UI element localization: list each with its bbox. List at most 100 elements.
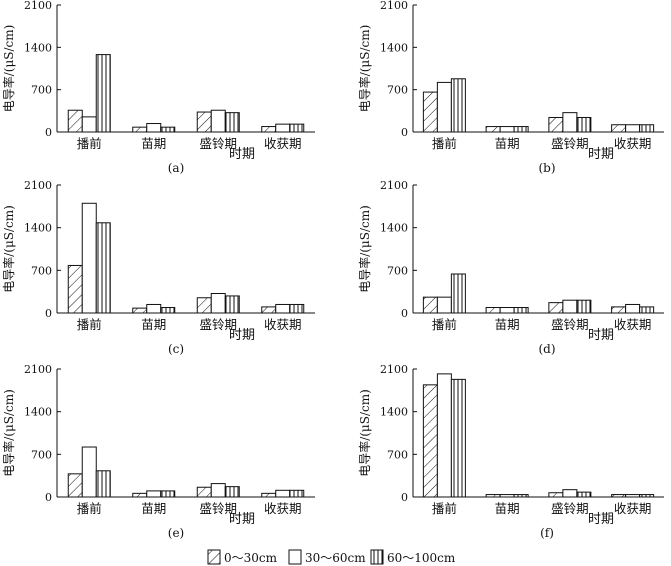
bar	[611, 494, 627, 498]
bar	[436, 373, 452, 498]
bar	[639, 494, 655, 498]
bar	[513, 494, 529, 498]
category-label: 收获期	[614, 317, 652, 332]
y-tick-label: 0	[45, 491, 52, 504]
category-label: 播前	[77, 317, 102, 332]
bar	[289, 303, 305, 314]
bar	[67, 264, 83, 314]
bar	[513, 126, 529, 133]
y-axis-label: 电导率/(μS/cm)	[357, 389, 372, 477]
bar	[132, 126, 148, 133]
bar	[275, 489, 291, 498]
bar	[499, 307, 515, 314]
bar	[81, 116, 97, 133]
bar	[450, 273, 466, 314]
bar	[562, 489, 578, 498]
legend-item: 30～60cm	[288, 549, 366, 565]
y-tick-label: 2100	[380, 363, 408, 376]
category-label: 播前	[77, 136, 102, 151]
bar	[499, 494, 515, 498]
bar	[422, 296, 438, 314]
legend-label: 30～60cm	[305, 551, 366, 565]
category-label: 盛铃期	[551, 501, 589, 516]
y-tick-label: 1400	[380, 41, 408, 54]
y-tick-label: 1400	[24, 41, 52, 54]
category-label: 收获期	[264, 501, 302, 516]
bar	[146, 490, 162, 498]
panel-label: (a)	[168, 161, 185, 175]
bar	[611, 306, 627, 314]
legend-label: 60～100cm	[387, 551, 456, 565]
bar	[224, 295, 240, 314]
y-tick-label: 1400	[24, 406, 52, 419]
bar	[67, 473, 83, 498]
y-tick-label: 700	[387, 84, 408, 97]
category-label: 苗期	[141, 501, 166, 516]
x-axis-label: 时期	[229, 328, 255, 343]
y-tick-label: 1400	[24, 222, 52, 235]
category-label: 收获期	[264, 317, 302, 332]
category-label: 播前	[432, 317, 457, 332]
panel-label: (e)	[168, 526, 184, 540]
panel-label: (d)	[538, 342, 555, 356]
bar	[132, 307, 148, 314]
legend-swatch	[370, 549, 384, 565]
bar	[261, 492, 277, 498]
x-axis-label: 时期	[588, 328, 614, 343]
category-label: 播前	[77, 501, 102, 516]
category-label: 盛铃期	[199, 501, 237, 516]
bar	[196, 486, 212, 498]
category-label: 苗期	[141, 136, 166, 151]
bar	[639, 306, 655, 314]
bar	[436, 81, 452, 133]
bar	[160, 490, 176, 498]
panel-label: (c)	[168, 342, 184, 356]
bar	[95, 222, 111, 314]
bar	[160, 126, 176, 133]
category-label: 苗期	[495, 136, 520, 151]
y-tick-label: 0	[401, 307, 408, 320]
legend: 0～30cm 30～60cm 60～100cm	[207, 549, 456, 565]
bar	[196, 297, 212, 314]
bar	[196, 111, 212, 133]
x-axis-label: 时期	[229, 512, 255, 527]
legend-swatch	[207, 549, 221, 565]
y-tick-label: 0	[45, 307, 52, 320]
bar	[81, 446, 97, 498]
y-tick-label: 700	[31, 264, 52, 277]
bar	[485, 126, 501, 133]
category-label: 播前	[432, 136, 457, 151]
y-tick-label: 700	[387, 264, 408, 277]
y-tick-label: 2100	[24, 363, 52, 376]
bar	[210, 483, 226, 498]
category-label: 收获期	[614, 136, 652, 151]
panel-label: (b)	[538, 161, 555, 175]
y-tick-label: 700	[31, 448, 52, 461]
bar	[436, 296, 452, 314]
bar	[548, 492, 564, 498]
y-tick-label: 0	[45, 126, 52, 139]
bar	[160, 307, 176, 314]
x-axis-label: 时期	[229, 147, 255, 162]
category-label: 盛铃期	[199, 317, 237, 332]
bar	[639, 124, 655, 133]
panel-label: (f)	[540, 526, 554, 540]
y-tick-label: 1400	[380, 222, 408, 235]
bar	[625, 124, 641, 133]
y-axis-label: 电导率/(μS/cm)	[357, 25, 372, 113]
bar	[289, 489, 305, 498]
bar	[132, 492, 148, 498]
y-tick-label: 700	[387, 448, 408, 461]
category-label: 苗期	[141, 317, 166, 332]
bar	[422, 384, 438, 498]
bar	[513, 307, 529, 314]
bar	[224, 486, 240, 498]
bar	[562, 299, 578, 314]
legend-swatch	[288, 549, 302, 565]
